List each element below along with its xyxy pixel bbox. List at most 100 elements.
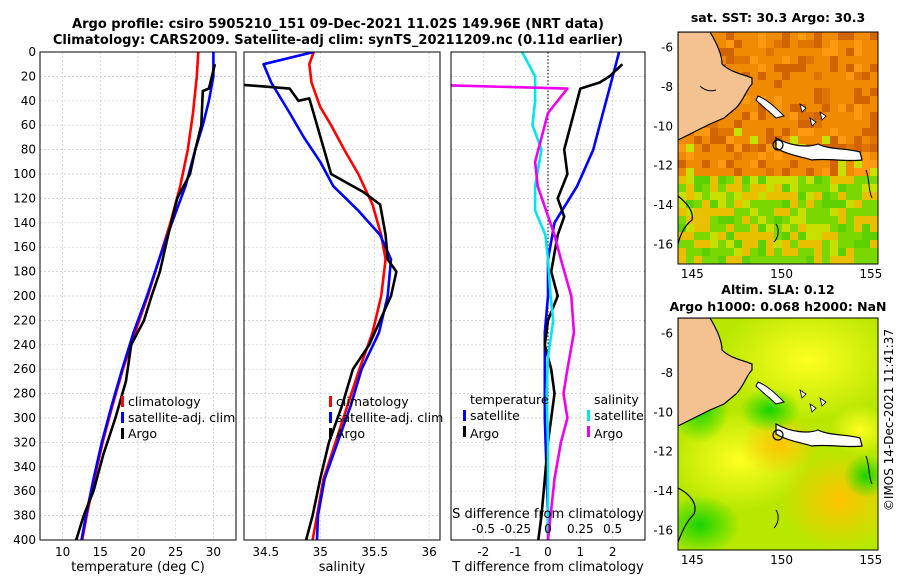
sst-cell bbox=[782, 192, 790, 200]
sst-cell bbox=[758, 104, 766, 112]
sst-cell bbox=[798, 256, 806, 264]
sst-cell bbox=[766, 216, 774, 224]
sst-cell bbox=[806, 120, 814, 128]
sst-cell bbox=[694, 224, 702, 232]
sst-cell bbox=[790, 192, 798, 200]
figure-title-line2: Climatology: CARS2009. Satellite-adj cli… bbox=[53, 33, 623, 48]
sst-cell bbox=[790, 200, 798, 208]
sst-cell bbox=[846, 32, 854, 40]
lon-label: 145 bbox=[681, 553, 704, 567]
x-tick-label: 36 bbox=[421, 545, 436, 559]
sst-cell bbox=[838, 224, 846, 232]
sst-cell bbox=[726, 200, 734, 208]
sla-low-region bbox=[740, 388, 800, 432]
sst-cell bbox=[854, 184, 862, 192]
sst-cell bbox=[854, 208, 862, 216]
x-tick-label: 0 bbox=[544, 545, 552, 559]
sst-cell bbox=[830, 136, 838, 144]
sst-cell bbox=[870, 112, 878, 120]
sst-cell bbox=[838, 160, 846, 168]
legend-swatch-sal-argo bbox=[587, 426, 590, 437]
sst-cell bbox=[710, 208, 718, 216]
sst-cell bbox=[830, 256, 838, 264]
sst-cell bbox=[870, 120, 878, 128]
sst-cell bbox=[798, 64, 806, 72]
reef-contour bbox=[678, 487, 696, 543]
legend-title-temperature: temperature bbox=[470, 392, 549, 407]
sst-cell bbox=[814, 40, 822, 48]
sst-cell bbox=[702, 208, 710, 216]
sst-cell bbox=[870, 200, 878, 208]
sst-cell bbox=[766, 224, 774, 232]
sst-cell bbox=[686, 200, 694, 208]
sst-cell bbox=[718, 208, 726, 216]
depth-tick-label: 80 bbox=[21, 143, 36, 157]
depth-tick-label: 0 bbox=[28, 45, 36, 59]
sst-cell bbox=[854, 48, 862, 56]
depth-tick-label: 20 bbox=[21, 69, 36, 83]
sst-cell bbox=[734, 256, 742, 264]
sst-cell bbox=[814, 240, 822, 248]
sst-cell bbox=[798, 232, 806, 240]
sst-cell bbox=[782, 200, 790, 208]
legend-swatch-argo bbox=[329, 428, 332, 439]
sst-cell bbox=[790, 176, 798, 184]
lat-label: -14 bbox=[653, 484, 673, 498]
sst-cell bbox=[694, 232, 702, 240]
sst-cell bbox=[702, 200, 710, 208]
x-tick-label: 15 bbox=[93, 545, 108, 559]
legend-label-temp-satellite: satellite bbox=[470, 408, 520, 423]
sst-cell bbox=[862, 200, 870, 208]
sst-cell bbox=[750, 184, 758, 192]
sst-cell bbox=[870, 232, 878, 240]
sst-cell bbox=[742, 200, 750, 208]
sst-cell bbox=[742, 184, 750, 192]
sst-cell bbox=[774, 192, 782, 200]
sst-cell bbox=[814, 256, 822, 264]
sst-cell bbox=[766, 232, 774, 240]
reef-contour bbox=[773, 223, 779, 243]
sst-cell bbox=[710, 256, 718, 264]
sst-cell bbox=[726, 248, 734, 256]
difference-lines bbox=[451, 52, 624, 540]
sst-cell bbox=[742, 208, 750, 216]
depth-tick-label: 240 bbox=[13, 338, 36, 352]
depth-tick-label: 160 bbox=[13, 240, 36, 254]
sst-cell bbox=[854, 248, 862, 256]
sst-cell bbox=[790, 184, 798, 192]
sst-cell bbox=[758, 232, 766, 240]
top-x-tick-label: 0.5 bbox=[603, 522, 622, 536]
temperature-lines bbox=[74, 52, 217, 540]
sst-cell bbox=[814, 120, 822, 128]
sst-cell bbox=[758, 240, 766, 248]
sst-cell bbox=[718, 232, 726, 240]
sst-cell bbox=[694, 136, 702, 144]
sst-cell bbox=[822, 200, 830, 208]
sst-cell bbox=[686, 248, 694, 256]
sst-cell bbox=[838, 208, 846, 216]
sst-cell bbox=[734, 120, 742, 128]
sst-cell bbox=[838, 32, 846, 40]
sst-cell bbox=[870, 224, 878, 232]
x-tick-label: 20 bbox=[130, 545, 145, 559]
sst-cell bbox=[830, 208, 838, 216]
sst-cell bbox=[702, 248, 710, 256]
difference-legend: temperature satellite Argo salinity sate… bbox=[463, 392, 644, 441]
sst-cell bbox=[702, 176, 710, 184]
sst-cell bbox=[822, 256, 830, 264]
sst-cell bbox=[798, 248, 806, 256]
sst-cell bbox=[726, 224, 734, 232]
sst-cell bbox=[678, 200, 686, 208]
series-line-salinity-satellite bbox=[520, 52, 555, 540]
sst-cell bbox=[758, 184, 766, 192]
sst-cell bbox=[822, 248, 830, 256]
sst-cell bbox=[814, 184, 822, 192]
sst-cell bbox=[854, 64, 862, 72]
sst-cell bbox=[862, 240, 870, 248]
legend-swatch-climatology bbox=[121, 396, 124, 407]
sst-cell bbox=[702, 144, 710, 152]
sst-cell bbox=[854, 200, 862, 208]
sst-cell bbox=[822, 88, 830, 96]
sst-cell bbox=[750, 56, 758, 64]
sst-cell bbox=[798, 32, 806, 40]
